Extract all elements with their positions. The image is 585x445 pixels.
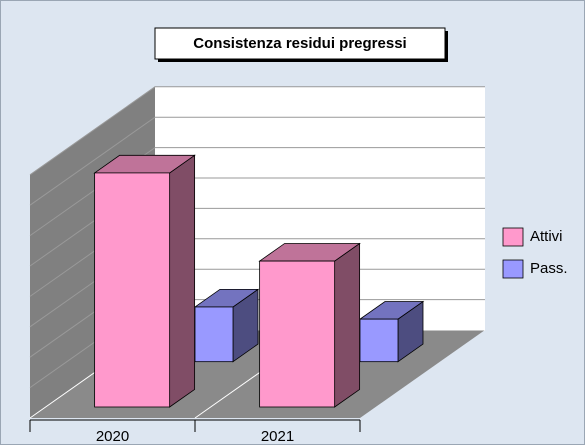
grid-line [29,116,485,206]
bar [358,300,425,363]
chart-title: Consistenza residui pregressi [193,35,406,52]
bar-side [334,242,361,408]
bar-front [359,318,399,363]
legend-swatch [502,259,524,279]
bar-side [169,154,196,408]
bar-front [194,306,234,363]
bar [193,288,260,363]
legend-label: Pass. [530,260,568,277]
grid-line [29,86,485,176]
plot: 2020 2021 [29,86,485,445]
legend-label: Attivi [530,228,563,245]
bar [93,154,196,408]
bar-front [94,172,171,408]
legend-swatch [502,227,524,247]
x-tick-label: 2021 [261,428,294,445]
title-box [154,27,446,60]
grid-line [29,147,485,237]
bar-front [259,260,336,408]
bar [258,242,361,408]
x-tick-label: 2020 [96,428,129,445]
